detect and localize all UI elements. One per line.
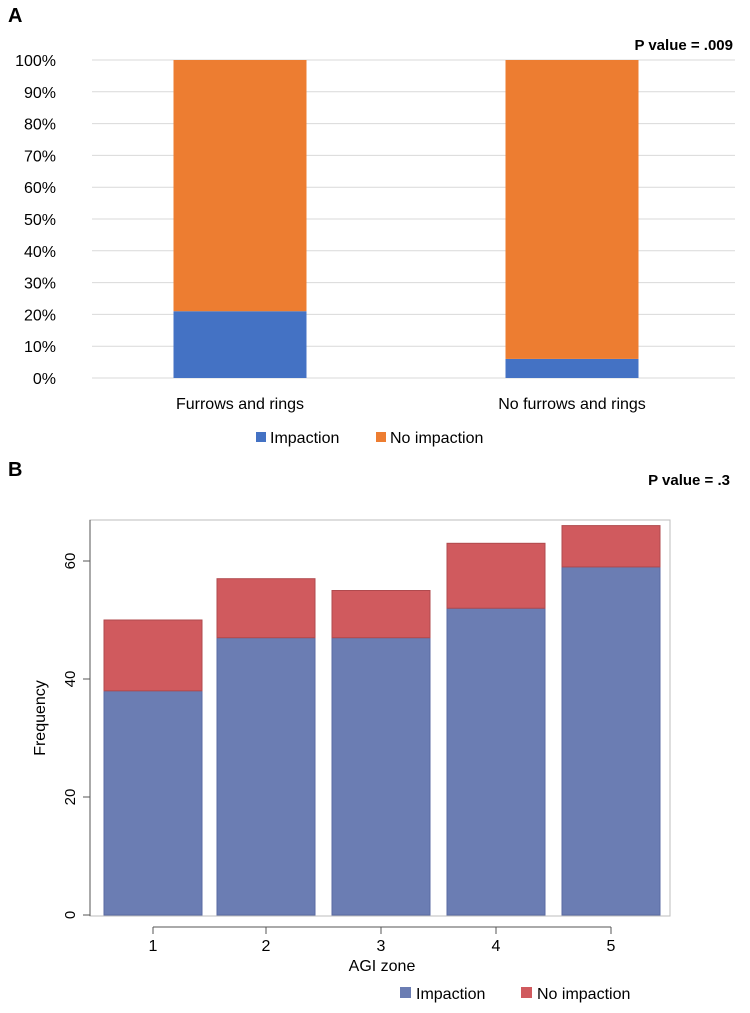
panel-a: A P value = .009 0% 10% 20% 30% 40% 50% 60% 70%… [8,5,735,447]
panel-b-x-tick-label: 4 [492,938,501,955]
panel-a-y-tick-label: 40% [24,244,56,261]
panel-a-p-value: P value = .009 [634,37,733,54]
panel-b-x-tick-label: 2 [262,938,271,955]
panel-a-y-tick-label: 60% [24,180,56,197]
panel-b-bar-impaction [446,607,546,916]
panel-a-y-tick-label: 0% [33,371,56,388]
panel-b-bar-impaction [561,566,661,916]
panel-b-legend: Impaction No impaction [400,986,630,1003]
panel-b-legend-swatch-no-impaction [521,987,532,998]
panel-a-legend-label-impaction: Impaction [270,430,339,447]
panel-b-y-tick-label: 0 [62,911,79,919]
panel-b-bar-no-impaction [331,590,431,639]
panel-b-axes: 0 20 40 60 1 2 3 4 5 [62,520,616,955]
panel-a-label: A [8,5,22,27]
panel-a-y-tick-label: 90% [24,85,56,102]
panel-a-legend: Impaction No impaction [256,430,483,447]
panel-b-x-tick-label: 3 [377,938,386,955]
panel-a-y-tick-label: 30% [24,276,56,293]
panel-b-label: B [8,459,22,481]
panel-b-x-tick-label: 5 [607,938,616,955]
panel-b-y-axis-title: Frequency [32,680,49,756]
panel-b-legend-swatch-impaction [400,987,411,998]
panel-a-bar-no-impaction [505,60,639,359]
panel-b-bar-impaction [216,637,316,916]
panel-b-bar-impaction [103,690,203,916]
panel-b-bar-no-impaction [103,619,203,692]
panel-b-x-tick-label: 1 [149,938,158,955]
panel-a-y-tick-labels: 0% 10% 20% 30% 40% 50% 60% 70% 80% 90% 100% [15,53,56,388]
panel-b-bar-no-impaction [216,578,316,639]
panel-a-y-tick-label: 100% [15,53,56,70]
panel-b-y-tick-label: 20 [62,789,79,806]
panel-b-legend-label-no-impaction: No impaction [537,986,630,1003]
panel-b-bars [103,525,661,916]
panel-b: B P value = .3 0 20 40 60 1 2 3 4 5 Frequency AG… [8,459,730,1003]
panel-b-bar-impaction [331,637,431,916]
panel-a-bar-no-impaction [173,60,307,312]
panel-b-bar-no-impaction [446,542,546,609]
panel-a-legend-swatch-no-impaction [376,432,386,442]
panel-a-y-tick-label: 20% [24,307,56,324]
panel-a-y-tick-label: 80% [24,117,56,134]
panel-a-bar-impaction [173,311,307,378]
panel-b-x-axis-title: AGI zone [349,958,416,975]
panel-b-y-tick-label: 40 [62,671,79,688]
panel-b-bar-no-impaction [561,525,661,568]
panel-a-x-tick-label: No furrows and rings [498,396,646,413]
panel-a-y-tick-label: 10% [24,339,56,356]
panel-b-p-value: P value = .3 [648,472,730,489]
panel-a-bars [173,60,639,378]
panel-b-legend-label-impaction: Impaction [416,986,485,1003]
panel-a-bar-impaction [505,358,639,378]
panel-a-legend-label-no-impaction: No impaction [390,430,483,447]
panel-a-legend-swatch-impaction [256,432,266,442]
panel-a-x-tick-label: Furrows and rings [176,396,304,413]
panel-b-y-tick-label: 60 [62,553,79,570]
panel-a-y-tick-label: 50% [24,212,56,229]
panel-a-y-tick-label: 70% [24,148,56,165]
